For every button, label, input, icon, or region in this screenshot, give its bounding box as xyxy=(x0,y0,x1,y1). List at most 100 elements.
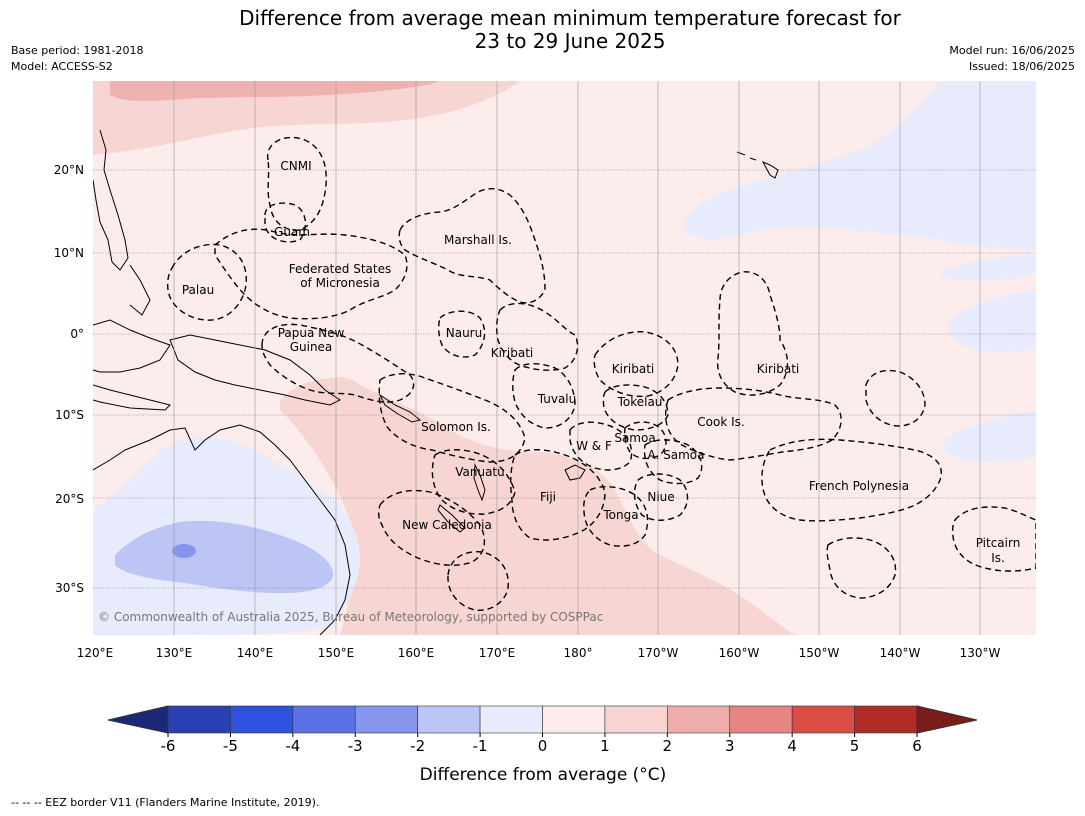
label-fiji: Fiji xyxy=(540,490,556,504)
anomaly-1-2-north xyxy=(93,81,520,155)
colorbar-bin xyxy=(354,705,418,734)
model-run: Model run: 16/06/2025 xyxy=(949,44,1075,57)
colorbar-tick-label: 4 xyxy=(787,737,797,755)
label-palau: Palau xyxy=(182,283,214,297)
eez-borders xyxy=(166,136,1036,611)
lon-axis-labels: 120°E 130°E 140°E 150°E 160°E 170°E 180°… xyxy=(77,646,1001,660)
colorbar-bin xyxy=(167,705,231,734)
label-french-polynesia: French Polynesia xyxy=(809,479,909,493)
label-solomon-islands: Solomon Is. xyxy=(421,420,491,434)
colorbar-tick-labels: -6 -5 -4 -3 -2 -1 0 1 2 3 4 5 6 xyxy=(161,733,922,755)
colorbar-bin xyxy=(230,705,294,734)
label-tokelau: Tokelau xyxy=(617,395,663,409)
label-marshall: Marshall Is. xyxy=(444,233,512,247)
colorbar-bins xyxy=(167,705,918,734)
lat-axis-labels: 20°N 10°N 0° 10°S 20°S 30°S xyxy=(54,163,84,595)
colorbar-tick-label: 1 xyxy=(600,737,610,755)
lat-label-0: 0° xyxy=(70,327,84,341)
lat-gridlines xyxy=(93,169,1036,589)
lat-label-30s: 30°S xyxy=(55,581,84,595)
lon-label-140w: 140°W xyxy=(880,646,921,660)
colorbar-tick-label: 5 xyxy=(850,737,860,755)
colorbar-tick-label: -3 xyxy=(348,737,363,755)
colorbar-tick-label: 6 xyxy=(912,737,922,755)
map-title: Difference from average mean minimum tem… xyxy=(0,7,1085,53)
place-labels: CNMI Guam Marshall Is. Federated States … xyxy=(182,159,1020,565)
lat-label-20n: 20°N xyxy=(54,163,84,177)
label-guam: Guam xyxy=(274,225,310,239)
colorbar-bin xyxy=(729,705,793,734)
label-png-line2: Guinea xyxy=(290,340,333,354)
coastlines xyxy=(93,129,779,635)
issued-date: Issued: 18/06/2025 xyxy=(968,60,1075,73)
label-tonga: Tonga xyxy=(602,508,638,522)
anomaly-neg1-0-east-strip xyxy=(942,255,1036,281)
colorbar-bin xyxy=(292,705,356,734)
label-pitcairn-line2: Is. xyxy=(991,551,1005,565)
eez-footnote: -- -- -- EEZ border V11 (Flanders Marine… xyxy=(11,796,320,809)
lon-label-150w: 150°W xyxy=(799,646,840,660)
label-cnmi: CNMI xyxy=(280,159,311,173)
colorbar-over-extension xyxy=(916,705,978,734)
meta-right: Model run: 16/06/2025 Issued: 18/06/2025 xyxy=(949,43,1075,75)
colorbar-title: Difference from average (°C) xyxy=(420,765,667,785)
label-fsm-line2: of Micronesia xyxy=(300,276,380,290)
colorbar-tick-label: 3 xyxy=(725,737,735,755)
lon-label-160w: 160°W xyxy=(719,646,760,660)
label-kiribati-east: Kiribati xyxy=(757,362,799,376)
gridlines xyxy=(173,81,981,635)
colorbar-tick-label: -2 xyxy=(410,737,425,755)
anomaly-2-3-north xyxy=(110,81,440,101)
anomaly-1-2-south xyxy=(280,378,795,635)
lon-label-140e: 140°E xyxy=(237,646,274,660)
label-kiribati-central: Kiribati xyxy=(612,362,654,376)
label-american-samoa: A. Samoa xyxy=(648,448,705,462)
colorbar-bin xyxy=(542,705,606,734)
label-pitcairn-line1: Pitcairn xyxy=(976,536,1021,550)
colorbar-tick-label: -5 xyxy=(223,737,238,755)
lat-label-20s: 20°S xyxy=(55,492,84,506)
label-niue: Niue xyxy=(647,490,674,504)
copyright-notice: © Commonwealth of Australia 2025, Bureau… xyxy=(98,610,603,624)
label-kiribati-west: Kiribati xyxy=(491,346,533,360)
anomaly-neg1-0-northeast xyxy=(684,81,1036,250)
anomaly-neg3-neg2-spot xyxy=(172,544,196,558)
base-period: Base period: 1981-2018 xyxy=(11,44,144,57)
forecast-map-figure: CNMI Guam Marshall Is. Federated States … xyxy=(54,81,1036,785)
meta-left: Base period: 1981-2018 Model: ACCESS-S2 xyxy=(11,43,143,75)
colorbar-under-extension xyxy=(107,705,169,734)
anomaly-neg1-0-east-equator xyxy=(949,290,1036,353)
label-vanuatu: Vanuatu xyxy=(455,465,505,479)
colorbar-bin xyxy=(604,705,668,734)
anomaly-neg2-neg1-area xyxy=(115,520,334,594)
lat-label-10s: 10°S xyxy=(55,408,84,422)
title-line-2: 23 to 29 June 2025 xyxy=(474,29,666,53)
colorbar-bin xyxy=(417,705,481,734)
colorbar-bin xyxy=(479,705,543,734)
map-panel: CNMI Guam Marshall Is. Federated States … xyxy=(93,81,1036,635)
colorbar-bin xyxy=(791,705,855,734)
label-fsm-line1: Federated States xyxy=(289,262,391,276)
colorbar: -6 -5 -4 -3 -2 -1 0 1 2 3 4 5 6 Difference from aver… xyxy=(107,705,978,785)
lat-label-10n: 10°N xyxy=(54,246,84,260)
colorbar-tick-label: -4 xyxy=(285,737,300,755)
lon-label-170w: 170°W xyxy=(638,646,679,660)
anomaly-neg1-0-southeast xyxy=(943,410,1036,462)
lon-label-120e: 120°E xyxy=(77,646,114,660)
anomaly-1-2-png xyxy=(300,377,360,420)
lon-label-130e: 130°E xyxy=(156,646,193,660)
label-nauru: Nauru xyxy=(446,326,482,340)
label-png-line1: Papua New xyxy=(278,326,345,340)
lon-label-180: 180° xyxy=(564,646,593,660)
lon-label-130w: 130°W xyxy=(960,646,1001,660)
label-new-caledonia: New Caledonia xyxy=(402,518,492,532)
label-tuvalu: Tuvalu xyxy=(537,392,577,406)
colorbar-tick-label: 2 xyxy=(663,737,673,755)
label-samoa: Samoa xyxy=(614,431,655,445)
lon-label-170e: 170°E xyxy=(479,646,516,660)
lon-label-150e: 150°E xyxy=(318,646,355,660)
label-wallis-futuna: W & F xyxy=(576,439,612,453)
title-line-1: Difference from average mean minimum tem… xyxy=(239,6,901,30)
label-cook-islands: Cook Is. xyxy=(697,415,744,429)
colorbar-tick-label: -6 xyxy=(161,737,176,755)
